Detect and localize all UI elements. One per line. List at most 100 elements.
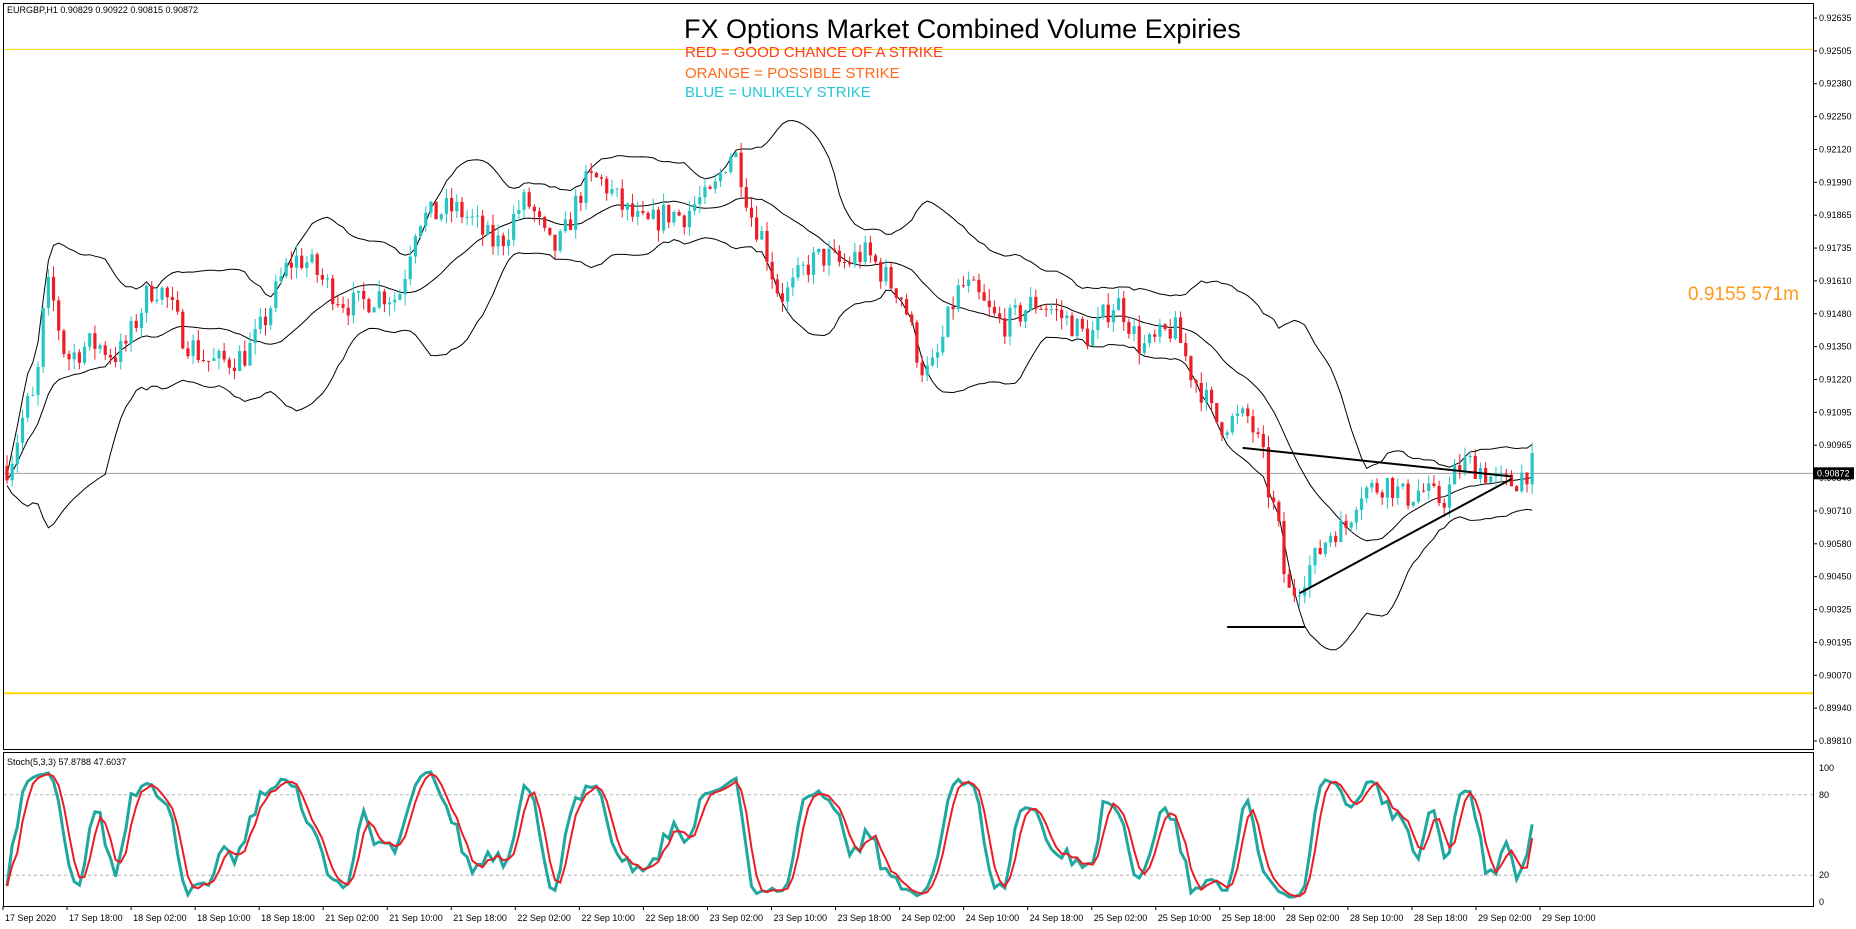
candle-body — [362, 290, 366, 300]
candle-body — [842, 261, 847, 263]
candle-body — [1437, 485, 1441, 503]
candle-body — [1235, 413, 1240, 416]
candle-body — [294, 255, 299, 268]
candle-body — [936, 352, 940, 358]
candle-body — [982, 292, 986, 301]
candle-body — [501, 235, 505, 246]
candle-body — [765, 230, 769, 262]
y-tick-label: 0.90580 — [1819, 539, 1852, 549]
candle-body — [1396, 486, 1400, 498]
candle-body — [455, 201, 459, 212]
candle-body — [439, 214, 443, 220]
candle-body — [465, 216, 469, 218]
trend-line-1 — [1299, 478, 1512, 595]
candle-body — [1272, 497, 1276, 502]
candle-body — [801, 264, 805, 266]
candle-body — [1525, 472, 1529, 485]
candle-body — [36, 366, 40, 395]
candle-body — [1489, 476, 1493, 483]
candle-body — [941, 336, 945, 353]
candle-body — [1034, 296, 1038, 309]
candle-body — [382, 291, 387, 305]
candle-body — [553, 234, 557, 251]
candle-body — [170, 297, 175, 301]
candle-body — [253, 328, 257, 343]
candle-body — [72, 352, 76, 360]
candle-body — [320, 274, 324, 280]
legend-blue: BLUE = UNLIKELY STRIKE — [685, 84, 871, 101]
candle-body — [1023, 310, 1028, 322]
candle-body — [672, 212, 676, 223]
x-tick-label: 22 Sep 02:00 — [517, 913, 571, 923]
candle-body — [134, 320, 138, 329]
candle-body — [1122, 298, 1126, 323]
candle-body — [82, 346, 87, 363]
candle-body — [1054, 309, 1059, 311]
candle-body — [605, 178, 609, 194]
x-tick-label: 24 Sep 02:00 — [902, 913, 956, 923]
candle-body — [858, 251, 862, 262]
candle-body — [1468, 455, 1472, 458]
candle-body — [558, 231, 562, 251]
x-tick-label: 25 Sep 10:00 — [1158, 913, 1212, 923]
candle-body — [356, 290, 361, 293]
y-tick-label: 0.92505 — [1819, 46, 1852, 56]
candle-body — [894, 288, 898, 298]
candle-body — [1463, 457, 1467, 471]
candle-body — [806, 264, 810, 275]
x-tick-label: 25 Sep 18:00 — [1222, 913, 1276, 923]
candle-body — [636, 210, 640, 217]
candle-body — [796, 265, 800, 278]
candle-body — [88, 333, 92, 347]
candle-body — [1359, 498, 1364, 510]
candle-body — [248, 342, 252, 366]
candle-body — [300, 255, 304, 269]
symbol-info: EURGBP,H1 0.90829 0.90922 0.90815 0.9087… — [7, 5, 198, 15]
y-tick-label: 0.90710 — [1819, 506, 1852, 516]
candle-body — [341, 304, 345, 308]
y-tick-label: 0.92120 — [1819, 144, 1852, 154]
candle-body — [108, 354, 112, 358]
candle-body — [351, 292, 355, 316]
candle-body — [1194, 380, 1198, 384]
candle-body — [1256, 432, 1260, 434]
candle-body — [20, 417, 25, 443]
candle-body — [532, 206, 536, 212]
main-price-layer — [4, 48, 1813, 695]
candle-body — [1344, 520, 1348, 528]
candle-body — [77, 352, 81, 363]
candle-body — [1013, 305, 1017, 308]
candle-body — [630, 203, 635, 217]
candle-body — [972, 279, 976, 281]
x-tick-label: 17 Sep 2020 — [5, 913, 56, 923]
candle-body — [1499, 473, 1503, 475]
candle-body — [1091, 330, 1095, 346]
candle-body — [201, 360, 206, 362]
candle-body — [1354, 509, 1358, 523]
candle-body — [413, 236, 418, 257]
candle-body — [258, 316, 262, 329]
candle-body — [1111, 310, 1115, 323]
axis-layer: 0.92635 0.92505 0.92380 0.92250 0.92120 0.919… — [2, 13, 1854, 923]
candle-body — [925, 365, 929, 376]
candle-body — [708, 186, 712, 189]
x-tick-label: 28 Sep 02:00 — [1286, 913, 1340, 923]
candle-body — [930, 357, 935, 366]
candle-body — [1080, 318, 1084, 329]
candle-body — [124, 340, 128, 344]
candle-body — [811, 252, 816, 275]
candle-body — [848, 262, 852, 265]
candle-body — [460, 201, 464, 218]
candle-body — [682, 215, 686, 228]
candle-body — [1049, 309, 1053, 311]
candle-body — [274, 281, 278, 309]
candle-body — [920, 362, 924, 376]
candle-body — [543, 217, 547, 228]
candle-body — [263, 316, 268, 326]
candle-body — [1261, 433, 1265, 448]
candle-body — [113, 357, 118, 363]
candle-body — [377, 291, 381, 308]
candle-body — [1313, 547, 1317, 566]
candle-body — [1411, 501, 1415, 506]
